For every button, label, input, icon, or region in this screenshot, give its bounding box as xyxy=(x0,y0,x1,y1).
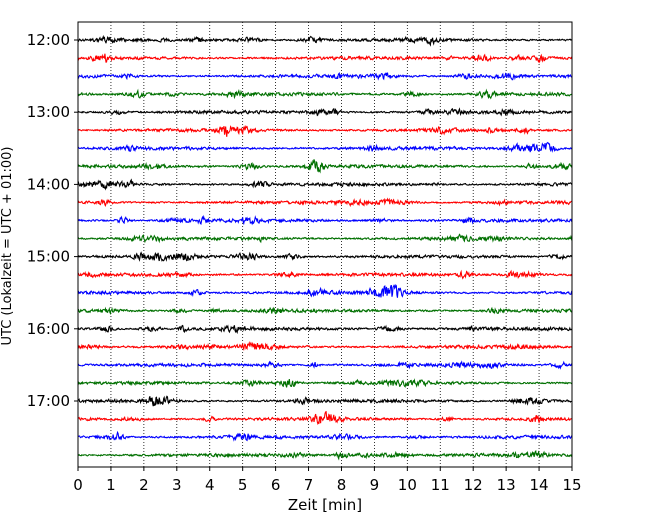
trace-1215 xyxy=(77,53,573,64)
trace-1645 xyxy=(77,378,573,388)
x-tick-label: 12 xyxy=(464,476,483,494)
trace-1730 xyxy=(77,430,573,442)
y-tick-label: 17:00 xyxy=(27,392,70,410)
x-tick-label: 9 xyxy=(370,476,380,494)
x-axis-label: Zeit [min] xyxy=(288,496,362,514)
trace-1330 xyxy=(77,141,573,153)
trace-1430 xyxy=(77,214,573,226)
trace-1515 xyxy=(77,269,573,280)
y-tick-label: 15:00 xyxy=(27,248,70,266)
x-tick-label: 14 xyxy=(530,476,549,494)
trace-1200 xyxy=(77,34,573,47)
x-tick-label: 0 xyxy=(73,476,83,494)
trace-1530 xyxy=(77,284,573,298)
x-tick-label: 5 xyxy=(238,476,248,494)
trace-1700 xyxy=(77,395,573,407)
trace-1415 xyxy=(77,197,573,208)
trace-1745 xyxy=(77,449,573,461)
x-tick-label: 10 xyxy=(398,476,417,494)
y-tick-label: 13:00 xyxy=(27,103,70,121)
trace-1715 xyxy=(77,410,573,426)
x-tick-label: 15 xyxy=(562,476,581,494)
trace-1445 xyxy=(77,233,573,244)
x-tick-label: 13 xyxy=(497,476,516,494)
trace-1615 xyxy=(77,341,573,351)
y-tick-label: 14:00 xyxy=(27,175,70,193)
y-axis-label: UTC (Lokalzeit = UTC + 01:00) xyxy=(0,147,15,346)
x-tick-label: 2 xyxy=(139,476,149,494)
trace-1315 xyxy=(77,125,573,137)
x-tick-label: 11 xyxy=(431,476,450,494)
trace-1400 xyxy=(77,178,573,191)
x-axis-ticks: 0 1 2 3 4 5 6 7 8 9 10 11 12 13 14 15 xyxy=(73,467,582,494)
trace-1545 xyxy=(77,306,573,316)
trace-1300 xyxy=(77,107,573,117)
trace-1630 xyxy=(77,360,573,370)
trace-1500 xyxy=(77,251,573,262)
x-tick-label: 8 xyxy=(337,476,347,494)
y-tick-label: 12:00 xyxy=(27,31,70,49)
y-axis-ticks: 12:00 13:00 14:00 15:00 16:00 17:00 xyxy=(27,31,78,410)
trace-lines xyxy=(77,34,573,461)
plot-frame xyxy=(77,21,573,468)
trace-1245 xyxy=(77,88,573,100)
x-tick-label: 3 xyxy=(172,476,182,494)
x-tick-label: 1 xyxy=(106,476,116,494)
x-tick-label: 6 xyxy=(271,476,281,494)
x-tick-label: 7 xyxy=(304,476,314,494)
trace-1345 xyxy=(77,159,573,174)
vertical-gridlines xyxy=(110,22,540,467)
x-tick-label: 4 xyxy=(205,476,215,494)
trace-1600 xyxy=(77,324,573,334)
y-tick-label: 16:00 xyxy=(27,320,70,338)
trace-1230 xyxy=(77,72,573,81)
